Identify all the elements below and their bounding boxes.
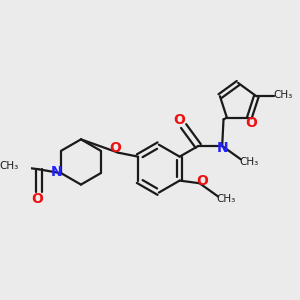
Text: O: O bbox=[174, 113, 186, 127]
Text: N: N bbox=[51, 165, 62, 179]
Text: CH₃: CH₃ bbox=[239, 157, 258, 167]
Text: O: O bbox=[196, 174, 208, 188]
Text: CH₃: CH₃ bbox=[273, 90, 292, 100]
Text: CH₃: CH₃ bbox=[0, 161, 18, 171]
Text: O: O bbox=[110, 141, 122, 155]
Text: O: O bbox=[32, 192, 44, 206]
Text: O: O bbox=[245, 116, 257, 130]
Text: N: N bbox=[216, 141, 228, 155]
Text: CH₃: CH₃ bbox=[217, 194, 236, 204]
